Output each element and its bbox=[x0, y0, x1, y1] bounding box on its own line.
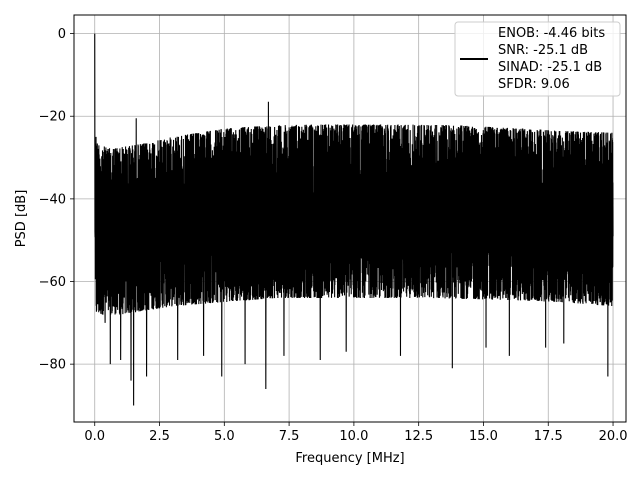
x-axis-label: Frequency [MHz] bbox=[295, 451, 404, 466]
legend-entry-enob: ENOB: -4.46 bits bbox=[498, 26, 605, 41]
x-tick-label: 17.5 bbox=[534, 429, 563, 444]
legend-box bbox=[454, 21, 621, 97]
y-tick-label: 0 bbox=[58, 27, 66, 42]
x-tick-label: 2.5 bbox=[149, 429, 170, 444]
legend-entry-snr: SNR: -25.1 dB bbox=[498, 43, 588, 58]
legend-entry-sfdr: SFDR: 9.06 bbox=[498, 77, 570, 92]
psd-trace bbox=[94, 33, 614, 406]
x-tick-label: 20.0 bbox=[599, 429, 628, 444]
y-tick-label: −60 bbox=[39, 275, 66, 290]
x-tick-label: 0.0 bbox=[84, 429, 105, 444]
psd-series bbox=[94, 33, 614, 406]
plot-frame bbox=[73, 14, 627, 423]
y-tick-label: −80 bbox=[39, 358, 66, 373]
legend: ENOB: -4.46 bits SNR: -25.1 dB SINAD: -2… bbox=[454, 21, 621, 97]
legend-entry-sinad: SINAD: -25.1 dB bbox=[498, 60, 602, 75]
x-tick-label: 7.5 bbox=[279, 429, 300, 444]
y-tick-label: −20 bbox=[39, 110, 66, 125]
x-tick-label: 10.0 bbox=[339, 429, 368, 444]
y-tick-label: −40 bbox=[39, 192, 66, 207]
x-tick-label: 12.5 bbox=[404, 429, 433, 444]
y-axis-label: PSD [dB] bbox=[14, 190, 29, 248]
x-tick-label: 5.0 bbox=[214, 429, 235, 444]
x-tick-label: 15.0 bbox=[469, 429, 498, 444]
axis-ticks: 0.0 2.5 5.0 7.5 10.0 12.5 15.0 17.5 20.0 0 −20 −40 −… bbox=[39, 27, 628, 444]
